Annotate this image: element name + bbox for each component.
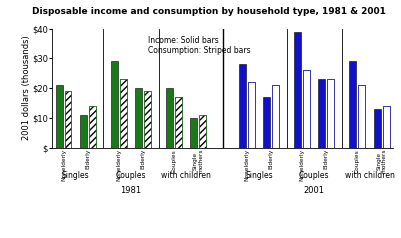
Bar xyxy=(120,79,127,148)
Bar xyxy=(89,106,96,148)
Bar xyxy=(166,88,173,148)
Bar xyxy=(248,82,255,148)
Bar xyxy=(358,85,365,148)
Bar xyxy=(294,32,301,148)
Bar xyxy=(263,97,270,148)
Bar xyxy=(272,85,279,148)
Text: Income: Solid bars: Income: Solid bars xyxy=(148,36,218,45)
Bar xyxy=(144,91,151,148)
Bar xyxy=(303,70,310,148)
Text: Couples: Couples xyxy=(299,171,329,180)
Bar xyxy=(111,61,118,148)
Bar xyxy=(89,106,96,148)
Bar xyxy=(190,118,197,148)
Bar xyxy=(65,91,71,148)
Bar xyxy=(175,97,182,148)
Text: 1981: 1981 xyxy=(120,186,142,195)
Bar xyxy=(358,85,365,148)
Bar xyxy=(239,64,246,148)
Bar xyxy=(135,88,142,148)
Text: with children: with children xyxy=(344,171,395,180)
Text: Singles: Singles xyxy=(62,171,89,180)
Text: Couples: Couples xyxy=(116,171,146,180)
Bar xyxy=(383,106,389,148)
Bar xyxy=(318,79,325,148)
Text: Disposable income and consumption by household type, 1981 & 2001: Disposable income and consumption by hou… xyxy=(32,7,386,16)
Bar xyxy=(303,70,310,148)
Text: with children: with children xyxy=(161,171,211,180)
Text: 2001: 2001 xyxy=(304,186,325,195)
Bar xyxy=(56,85,63,148)
Bar xyxy=(383,106,389,148)
Y-axis label: 2001 dollars (thousands): 2001 dollars (thousands) xyxy=(22,36,30,140)
Bar xyxy=(144,91,151,148)
Bar xyxy=(272,85,279,148)
Bar xyxy=(175,97,182,148)
Bar xyxy=(65,91,71,148)
Bar xyxy=(349,61,356,148)
Bar xyxy=(327,79,334,148)
Bar xyxy=(199,115,206,148)
Bar xyxy=(120,79,127,148)
Text: Singles: Singles xyxy=(245,171,273,180)
Text: Consumption: Striped bars: Consumption: Striped bars xyxy=(148,46,250,55)
Bar xyxy=(327,79,334,148)
Bar xyxy=(248,82,255,148)
Bar xyxy=(80,115,87,148)
Bar xyxy=(374,109,381,148)
Bar xyxy=(199,115,206,148)
